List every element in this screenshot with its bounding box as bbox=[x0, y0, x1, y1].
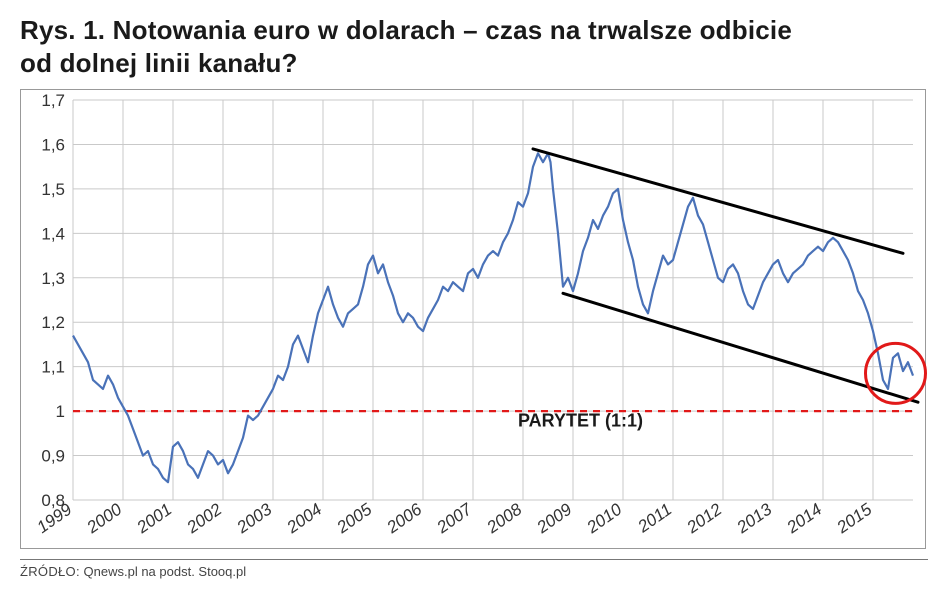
title-line-1: Rys. 1. Notowania euro w dolarach – czas… bbox=[20, 15, 792, 45]
xtick-label: 2015 bbox=[833, 499, 876, 537]
ytick-label: 1,4 bbox=[41, 224, 65, 243]
xtick-label: 2003 bbox=[233, 499, 276, 537]
ytick-label: 1,2 bbox=[41, 313, 65, 332]
chart-container: 0,80,911,11,21,31,41,51,61,7199920002001… bbox=[20, 89, 926, 549]
chart-source: ŹRÓDŁO: Qnews.pl na podst. Stooq.pl bbox=[20, 564, 928, 579]
xtick-label: 2012 bbox=[683, 499, 726, 537]
ytick-label: 1 bbox=[56, 402, 65, 421]
ytick-label: 1,1 bbox=[41, 358, 65, 377]
xtick-label: 2005 bbox=[333, 499, 376, 537]
chart-svg: 0,80,911,11,21,31,41,51,61,7199920002001… bbox=[21, 90, 927, 550]
chart-title: Rys. 1. Notowania euro w dolarach – czas… bbox=[20, 14, 928, 79]
xtick-label: 2013 bbox=[733, 499, 776, 537]
channel-line-lower bbox=[563, 293, 918, 402]
parity-label: PARYTET (1:1) bbox=[518, 411, 643, 431]
source-text: Qnews.pl na podst. Stooq.pl bbox=[84, 564, 247, 579]
xtick-label: 2009 bbox=[533, 499, 576, 537]
ytick-label: 0,9 bbox=[41, 447, 65, 466]
xtick-label: 2008 bbox=[483, 499, 526, 537]
source-label: ŹRÓDŁO: bbox=[20, 564, 80, 579]
price-series bbox=[73, 153, 913, 482]
xtick-label: 2000 bbox=[83, 499, 126, 537]
ytick-label: 1,3 bbox=[41, 269, 65, 288]
xtick-label: 2007 bbox=[433, 499, 476, 537]
xtick-label: 2001 bbox=[133, 500, 176, 538]
xtick-label: 2004 bbox=[283, 500, 326, 538]
ytick-label: 1,6 bbox=[41, 135, 65, 154]
source-divider bbox=[20, 559, 928, 560]
ytick-label: 1,7 bbox=[41, 91, 65, 110]
title-line-2: od dolnej linii kanału? bbox=[20, 48, 298, 78]
xtick-label: 2002 bbox=[183, 499, 226, 537]
xtick-label: 2006 bbox=[383, 499, 426, 537]
xtick-label: 2011 bbox=[634, 500, 676, 537]
ytick-label: 1,5 bbox=[41, 180, 65, 199]
xtick-label: 2010 bbox=[583, 499, 626, 537]
xtick-label: 2014 bbox=[783, 500, 826, 538]
